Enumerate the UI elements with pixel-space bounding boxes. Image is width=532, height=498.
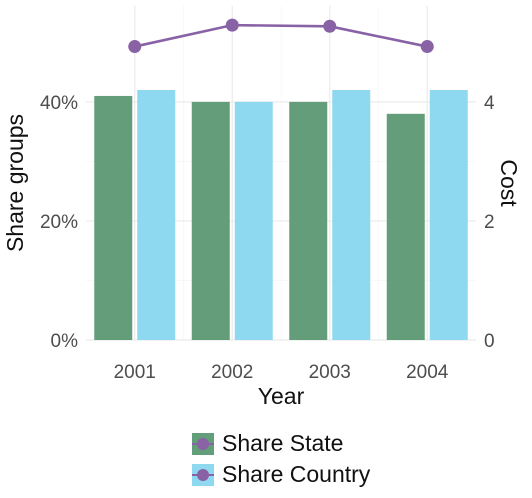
x-tick-label: 2003	[309, 362, 351, 383]
legend-dot-share-country	[197, 468, 209, 481]
y-axis-ticks: 0% 20% 40%	[40, 93, 78, 352]
chart: 0% 20% 40% 0 2 4 2001 2002 2003 2004 Year Share…	[2, 6, 522, 409]
x-tick-label: 2001	[114, 362, 156, 383]
cost-point	[128, 40, 142, 54]
y2-tick-label: 0	[484, 331, 495, 352]
cost-line-path	[134, 23, 428, 48]
legend-label-share-country: Share Country	[222, 461, 371, 487]
x-tick-label: 2004	[406, 362, 449, 383]
cost-line	[128, 18, 434, 54]
y2-tick-label: 4	[484, 93, 495, 114]
legend-dot-share-state	[197, 437, 209, 450]
bar-share-country	[332, 90, 371, 340]
bar-share-country	[137, 90, 176, 340]
x-axis-title: Year	[258, 383, 305, 409]
legend-key-share-state	[192, 432, 214, 455]
y2-axis-title: Cost	[496, 159, 522, 207]
bar-share-country	[234, 101, 273, 341]
bars	[94, 90, 468, 341]
legend-key-share-country	[192, 463, 214, 486]
x-tick-label: 2002	[211, 362, 253, 383]
y-tick-label: 0%	[51, 331, 79, 352]
legend-label-share-state: Share State	[222, 430, 344, 456]
legend-item-share-country: Share Country	[192, 459, 370, 490]
bar-share-state	[386, 113, 425, 340]
bar-share-state	[94, 95, 133, 340]
cost-point	[420, 40, 434, 54]
y2-axis-ticks: 0 2 4	[484, 93, 495, 352]
legend-item-share-state: Share State	[192, 428, 370, 459]
bar-share-state	[191, 101, 230, 341]
y2-tick-label: 2	[484, 212, 495, 233]
bar-share-state	[289, 101, 328, 341]
y-axis-title: Share groups	[2, 114, 28, 252]
legend: Share State Share Country	[192, 428, 370, 490]
x-axis-ticks: 2001 2002 2003 2004	[114, 362, 449, 383]
cost-point	[225, 18, 239, 32]
y-tick-label: 20%	[40, 212, 78, 233]
bar-share-country	[429, 90, 468, 340]
cost-point	[323, 19, 337, 33]
y-tick-label: 40%	[40, 93, 78, 114]
